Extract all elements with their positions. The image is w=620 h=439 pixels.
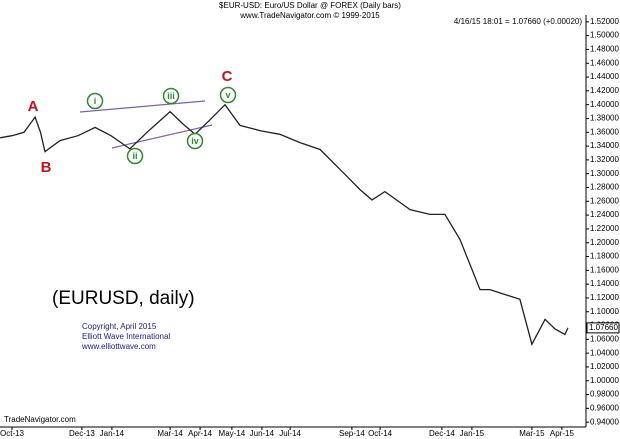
y-tick-label: 1.50000 [590,31,619,40]
credit: Copyright, April 2015 [82,322,157,331]
y-tick-label: 1.16000 [590,265,619,274]
credit: www.elliottwave.com [81,342,156,351]
x-tick-label: Sep-14 [339,429,365,438]
x-tick-label: Mar-14 [157,429,183,438]
x-tick-label: May-14 [219,429,246,438]
y-tick-label: 1.18000 [590,252,619,261]
x-tick-label: Dec-14 [429,429,455,438]
y-tick-label: 1.28000 [590,183,619,192]
y-tick-label: 1.02000 [590,362,619,371]
x-tick-label: Jan-15 [460,429,485,438]
y-tick-label: 1.44000 [590,72,619,81]
y-tick-label: 0.94000 [590,417,619,426]
y-tick-label: 1.04000 [590,348,619,357]
last-price-box [586,322,620,334]
y-tick-label: 0.96000 [590,403,619,412]
trend-line [79,100,206,113]
trend-line [111,124,213,149]
y-tick-label: 1.30000 [590,169,619,178]
y-tick-label: 1.06000 [590,334,619,343]
y-tick-label: 1.48000 [590,45,619,54]
y-tick-label: 1.52000 [590,17,619,26]
y-tick-label: 1.24000 [590,210,619,219]
x-tick-label: Jan-14 [100,429,125,438]
y-tick-label: 1.20000 [590,238,619,247]
x-tick-label: Apr-14 [188,429,213,438]
wave-circle [162,87,180,105]
x-tick-label: Mar-15 [519,429,545,438]
chart-label: (EURUSD, daily) [52,288,195,309]
y-tick-label: 1.40000 [590,100,619,109]
y-tick-label: 1.34000 [590,141,619,150]
y-tick-label: 1.42000 [590,86,619,95]
y-tick-label: 1.22000 [590,224,619,233]
wave-circle [219,86,237,104]
y-tick-label: 1.38000 [590,114,619,123]
x-tick-label: Jul-14 [279,429,301,438]
last-price-label: 1.07660 [589,323,618,332]
wave-label: iv [191,136,199,146]
y-tick-label: 1.26000 [590,196,619,205]
wave-label: A [28,98,39,115]
source: TradeNavigator.com [4,415,76,424]
wave-label: B [41,159,52,176]
wave-label: i [94,96,97,106]
y-tick-label: 1.46000 [590,58,619,67]
x-tick-label: Jun-14 [250,429,275,438]
wave-circle [126,147,144,165]
y-tick-label: 1.00000 [590,376,619,385]
wave-circle [186,132,204,150]
y-tick-label: 1.32000 [590,155,619,164]
wave-label: C [222,68,233,85]
chart-subtitle: www.TradeNavigator.com © 1999-2015 [239,11,380,20]
x-tick-label: Oct-14 [368,429,393,438]
credit: Elliott Wave International [82,332,170,341]
chart-title: $EUR-USD: Euro/US Dollar @ FOREX (Daily … [219,1,401,10]
wave-circle [86,92,104,110]
quote: 4/16/15 18:01 = 1.07660 (+0.00020) [454,17,582,26]
x-tick-label: Oct-13 [0,429,25,438]
wave-label: v [225,90,230,100]
x-tick-label: Dec-13 [69,429,95,438]
y-tick-label: 1.12000 [590,293,619,302]
wave-label: ii [132,151,137,161]
x-tick-label: Apr-15 [550,429,575,438]
y-tick-label: 0.98000 [590,390,619,399]
y-tick-label: 1.10000 [590,307,619,316]
price-line [0,103,569,346]
wave-label: iii [167,91,175,101]
y-tick-label: 1.36000 [590,127,619,136]
y-tick-label: 1.14000 [590,279,619,288]
